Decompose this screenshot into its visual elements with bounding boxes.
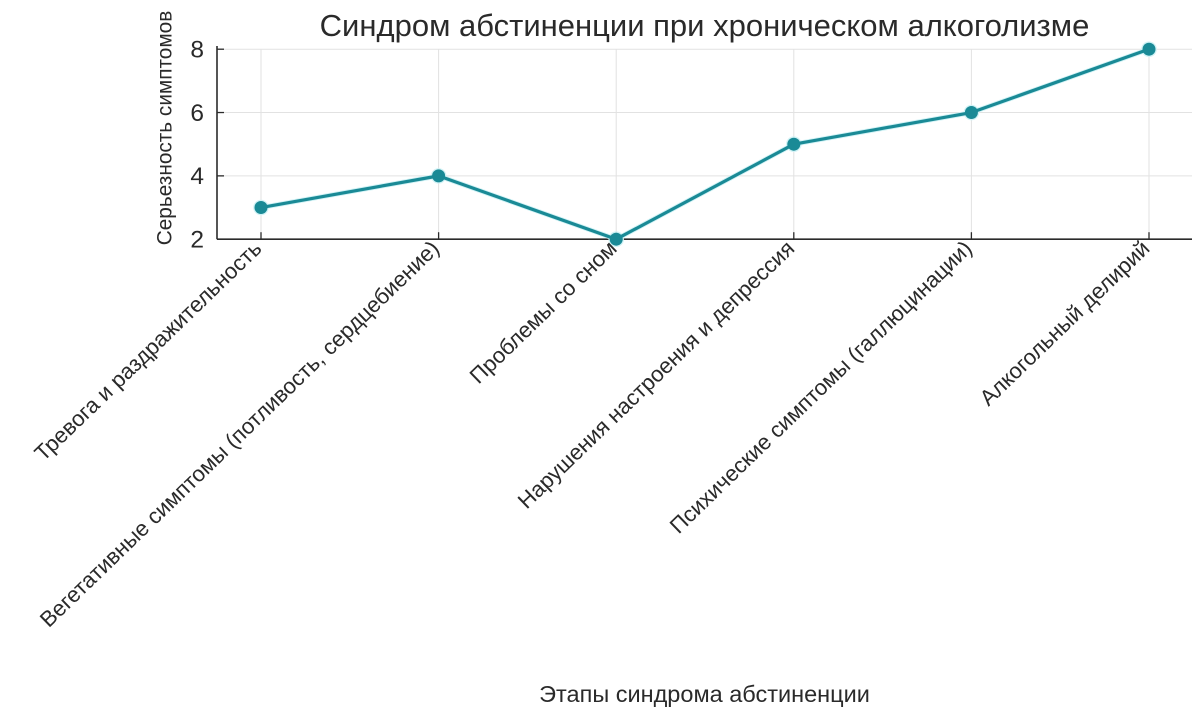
svg-text:Вегетативные симптомы (потливо: Вегетативные симптомы (потливость, сердц…: [35, 236, 444, 632]
svg-text:8: 8: [190, 37, 204, 64]
svg-text:Нарушения настроения и депресс: Нарушения настроения и депрессия: [513, 236, 800, 514]
svg-text:4: 4: [190, 163, 204, 190]
svg-text:Алкогольный делирий: Алкогольный делирий: [975, 236, 1155, 411]
svg-text:Проблемы со сном: Проблемы со сном: [465, 236, 622, 389]
svg-text:Психические симптомы (галлюцин: Психические симптомы (галлюцинации): [665, 236, 977, 539]
svg-text:6: 6: [190, 100, 204, 127]
svg-text:2: 2: [190, 226, 204, 253]
